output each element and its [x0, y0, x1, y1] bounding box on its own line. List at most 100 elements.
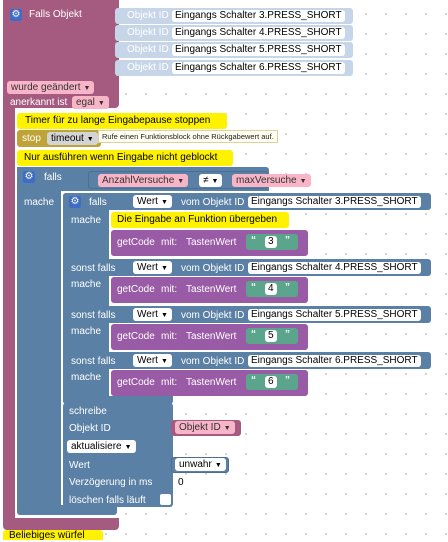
- mache-inner-label: mache: [71, 279, 102, 290]
- wert-dropdown[interactable]: Wert ▼: [133, 354, 172, 367]
- var-left-value: AnzahlVersuche: [102, 175, 175, 186]
- wert-dropdown[interactable]: Wert ▼: [133, 308, 172, 321]
- sonst-falls-label: sonst falls: [71, 356, 116, 367]
- dropdown-arrow-icon: ▼: [211, 178, 219, 185]
- mit-label: mit:: [161, 284, 178, 295]
- objekt-id-dropdown[interactable]: Objekt ID ▼: [175, 421, 235, 434]
- tastenwert-label: TastenWert: [186, 331, 237, 342]
- objekt-id-value[interactable]: Eingangs Schalter 3.PRESS_SHORT: [172, 10, 345, 22]
- timeout-dropdown[interactable]: timeout ▼: [47, 132, 98, 145]
- falls-outer-arm: [17, 167, 61, 512]
- dropdown-arrow-icon: ▼: [160, 265, 168, 272]
- operator-dropdown[interactable]: ≠ ▼: [199, 174, 223, 187]
- vom-objekt-label: vom Objekt ID: [181, 310, 245, 321]
- wert-dropdown[interactable]: Wert ▼: [133, 195, 172, 208]
- mache-inner-label: mache: [71, 326, 102, 337]
- objekt-id-value[interactable]: Eingangs Schalter 5.PRESS_SHORT: [248, 309, 421, 321]
- mutator-gear-icon[interactable]: ⚙: [69, 196, 81, 208]
- wert-value: Wert: [137, 309, 158, 320]
- dropdown-arrow-icon: ▼: [223, 425, 231, 432]
- quote-open-icon: “: [251, 235, 256, 246]
- objekt-id-label: Objekt ID: [69, 423, 111, 434]
- falls-outer-bottom: [17, 505, 117, 515]
- dropdown-arrow-icon: ▼: [160, 199, 168, 206]
- sonst-falls-label: sonst falls: [71, 310, 116, 321]
- timer-comment-block[interactable]: [17, 113, 227, 129]
- objekt-id-value[interactable]: Eingangs Schalter 5.PRESS_SHORT: [172, 44, 345, 56]
- objekt-id-prefix: Objekt ID: [127, 10, 169, 21]
- dropdown-arrow-icon: ▼: [160, 312, 168, 319]
- string-value[interactable]: 6: [265, 376, 277, 388]
- wert-label: Wert: [69, 460, 90, 471]
- schreibe-block[interactable]: [63, 403, 173, 507]
- anerkannt-value: egal: [76, 97, 95, 108]
- falls-objekt-arm: [3, 0, 15, 520]
- stop-label: stop: [22, 133, 41, 144]
- aktualisiere-dropdown[interactable]: aktualisiere ▼: [67, 440, 136, 453]
- objekt-id-value[interactable]: Eingangs Schalter 4.PRESS_SHORT: [248, 262, 421, 274]
- wert-bool-dropdown[interactable]: unwahr ▼: [175, 458, 226, 471]
- nur-comment-label: Nur ausführen wenn Eingabe nicht geblock…: [24, 152, 218, 163]
- string-value[interactable]: 5: [265, 330, 277, 342]
- getcode-label: getCode: [117, 377, 155, 388]
- anerkannt-ist-label: anerkannt ist: [10, 97, 68, 108]
- mutator-gear-icon[interactable]: ⚙: [23, 171, 35, 183]
- wert-dropdown[interactable]: Wert ▼: [133, 261, 172, 274]
- tooltip-comment: Rufe einen Funktionsblock ohne Rückgabew…: [98, 130, 278, 143]
- objekt-id-value[interactable]: Eingangs Schalter 6.PRESS_SHORT: [248, 355, 421, 367]
- mit-label: mit:: [161, 331, 178, 342]
- string-value[interactable]: 3: [265, 236, 277, 248]
- vom-objekt-label: vom Objekt ID: [181, 197, 245, 208]
- mit-label: mit:: [161, 237, 178, 248]
- tastenwert-label: TastenWert: [186, 284, 237, 295]
- quote-close-icon: ”: [285, 375, 290, 386]
- dropdown-arrow-icon: ▼: [177, 178, 185, 185]
- var-left-dropdown[interactable]: AnzahlVersuche ▼: [98, 174, 189, 187]
- objekt-id-prefix: Objekt ID: [127, 44, 169, 55]
- wurde-geaendert-label: wurde geändert: [11, 82, 81, 93]
- sonst-falls-label: sonst falls: [71, 263, 116, 274]
- nur-comment-block[interactable]: [17, 150, 233, 166]
- objekt-id-prefix: Objekt ID: [127, 62, 169, 73]
- dropdown-arrow-icon: ▼: [83, 85, 91, 92]
- quote-close-icon: ”: [285, 282, 290, 293]
- wert-value: Wert: [137, 355, 158, 366]
- falls-objekt-label: Falls Objekt: [29, 9, 82, 20]
- getcode-label: getCode: [117, 331, 155, 342]
- dropdown-arrow-icon: ▼: [160, 358, 168, 365]
- aktualisiere-value: aktualisiere: [71, 441, 122, 452]
- getcode-label: getCode: [117, 284, 155, 295]
- quote-close-icon: ”: [285, 329, 290, 340]
- falls-inner-bottom: [63, 396, 173, 404]
- tastenwert-label: TastenWert: [186, 377, 237, 388]
- objekt-id-dropdown-value: Objekt ID: [179, 422, 221, 433]
- falls-objekt-bottom: [3, 518, 119, 530]
- loeschen-label: löschen falls läuft: [69, 495, 146, 506]
- string-value[interactable]: 4: [265, 283, 277, 295]
- mutator-gear-icon[interactable]: ⚙: [10, 9, 22, 21]
- wert-value: Wert: [137, 196, 158, 207]
- timeout-value: timeout: [51, 133, 84, 144]
- mit-label: mit:: [161, 377, 178, 388]
- mache-inner-label: mache: [71, 215, 102, 226]
- falls-inner-label: falls: [89, 197, 107, 208]
- var-right-dropdown[interactable]: maxVersuche ▼: [232, 174, 311, 187]
- objekt-id-prefix: Objekt ID: [127, 27, 169, 38]
- tastenwert-label: TastenWert: [186, 237, 237, 248]
- operator-value: ≠: [203, 175, 209, 186]
- objekt-id-value[interactable]: Eingangs Schalter 3.PRESS_SHORT: [248, 196, 421, 208]
- objekt-id-value[interactable]: Eingangs Schalter 4.PRESS_SHORT: [172, 27, 345, 39]
- anerkannt-dropdown[interactable]: egal ▼: [72, 96, 109, 109]
- mache-outer-label: mache: [24, 197, 55, 208]
- wurde-geaendert-dropdown[interactable]: wurde geändert ▼: [7, 81, 95, 94]
- vom-objekt-label: vom Objekt ID: [181, 356, 245, 367]
- mache-inner-label: mache: [71, 372, 102, 383]
- loeschen-checkbox[interactable]: [160, 494, 171, 505]
- dropdown-arrow-icon: ▼: [86, 136, 94, 143]
- uebergabe-comment-block[interactable]: [111, 212, 289, 228]
- objekt-id-value[interactable]: Eingangs Schalter 6.PRESS_SHORT: [172, 62, 345, 74]
- verzoegerung-input[interactable]: 0: [175, 477, 187, 489]
- schreibe-label: schreibe: [69, 406, 107, 417]
- verzoegerung-label: Verzögerung in ms: [69, 477, 153, 488]
- uebergabe-comment-label: Die Eingabe an Funktion übergeben: [117, 214, 278, 225]
